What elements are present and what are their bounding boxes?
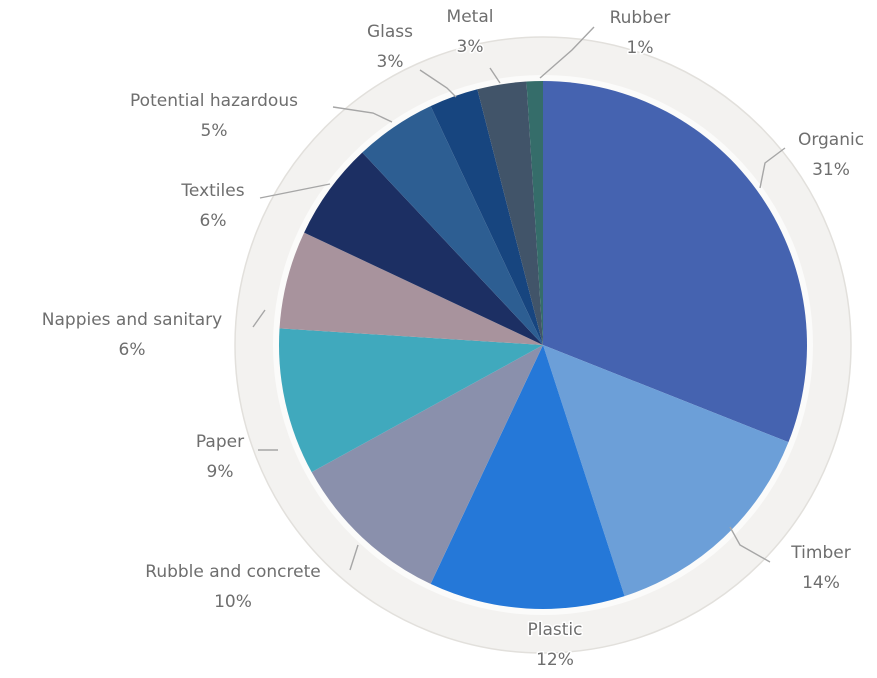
pie-slice-nappies-and-sanitary [279, 232, 543, 345]
pie-slice-textiles [304, 152, 543, 345]
slice-value-nappies-and-sanitary: 6% [119, 340, 146, 360]
pie-slice-timber [543, 345, 789, 597]
leader-line-potential-hazardous [332, 106, 393, 123]
slice-value-glass: 3% [377, 52, 404, 72]
slice-label-paper: Paper [196, 432, 244, 452]
slice-value-paper: 9% [207, 462, 234, 482]
pie-slice-organic [543, 81, 807, 443]
slice-value-plastic: 12% [536, 650, 574, 670]
leader-line-timber [729, 526, 771, 563]
slices-group [278, 81, 807, 609]
slice-label-rubber: Rubber [610, 8, 671, 28]
pie-slice-rubber [526, 81, 543, 345]
slice-label-organic: Organic [798, 130, 864, 150]
leader-line-rubble-and-concrete [349, 544, 359, 571]
leader-line-textiles [259, 183, 331, 199]
slice-label-plastic: Plastic [528, 620, 583, 640]
pie-slice-glass [430, 89, 543, 345]
labels-group: Organic 31% Timber 14% Plastic 12% Rubble and … [40, 6, 865, 672]
pie-slice-metal [477, 81, 543, 346]
slice-value-rubber: 1% [627, 38, 654, 58]
slice-label-potential-hazardous: Potential hazardous [130, 91, 298, 111]
leader-line-rubber [539, 26, 595, 79]
slice-label-textiles: Textiles [180, 181, 244, 201]
slice-label-metal: Metal [447, 7, 494, 27]
leader-line-glass [419, 69, 457, 98]
slice-label-rubble-and-concrete: Rubble and concrete [145, 562, 320, 582]
pie-slice-paper [278, 328, 543, 473]
leader-lines-group [252, 26, 786, 571]
leader-line-nappies-and-sanitary [252, 309, 266, 328]
pie-slice-plastic [430, 345, 625, 609]
slice-label-timber: Timber [790, 543, 850, 563]
leader-line-organic [759, 147, 786, 189]
slice-label-glass: Glass [367, 22, 413, 42]
leader-line-metal [489, 67, 501, 84]
slice-value-potential-hazardous: 5% [201, 121, 228, 141]
slice-label-nappies-and-sanitary: Nappies and sanitary [42, 310, 222, 330]
slice-value-metal: 3% [457, 37, 484, 57]
slice-value-timber: 14% [802, 573, 840, 593]
slice-value-textiles: 6% [200, 211, 227, 231]
pie-slice-potential-hazardous [362, 106, 543, 345]
pie-slice-rubble-and-concrete [311, 345, 543, 584]
slice-value-organic: 31% [812, 160, 850, 180]
slice-value-rubble-and-concrete: 10% [214, 592, 252, 612]
